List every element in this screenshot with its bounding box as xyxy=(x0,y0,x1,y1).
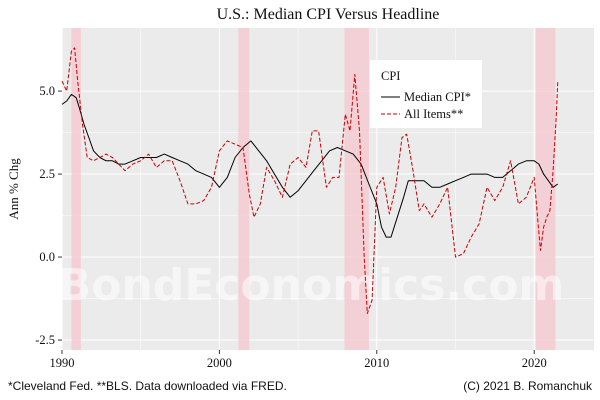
footer-copyright: (C) 2021 B. Romanchuk xyxy=(463,379,593,393)
recession-shading xyxy=(71,28,556,350)
series-line-all-items xyxy=(61,47,559,314)
plot-panel xyxy=(62,28,594,350)
legend-title: CPI xyxy=(381,69,400,83)
footer-source-note: *Cleveland Fed. **BLS. Data downloaded v… xyxy=(8,379,287,393)
y-tick-label: 2.5 xyxy=(39,167,55,181)
y-tick-label: 0.0 xyxy=(39,250,55,264)
recession-band xyxy=(535,28,556,350)
y-tick-label: 5.0 xyxy=(39,84,55,98)
series-lines xyxy=(61,47,559,314)
x-tick-label: 1990 xyxy=(50,356,75,370)
legend-box xyxy=(370,60,482,128)
recession-band xyxy=(238,28,250,350)
chart-title: U.S.: Median CPI Versus Headline xyxy=(217,6,440,23)
recession-band xyxy=(71,28,81,350)
x-tick-label: 2000 xyxy=(207,356,232,370)
legend: CPI Median CPI* All Items** xyxy=(370,60,482,128)
x-tick-label: 2020 xyxy=(522,356,547,370)
watermark: BondEconomics.com xyxy=(58,260,565,311)
x-tick-label: 2010 xyxy=(364,356,389,370)
series-line-median-cpi xyxy=(61,93,559,238)
recession-band xyxy=(344,28,369,350)
y-axis: -2.5 0.0 2.5 5.0 xyxy=(35,84,62,347)
x-axis: 1990 2000 2010 2020 xyxy=(50,350,547,370)
legend-label-median-cpi: Median CPI* xyxy=(404,90,471,104)
y-axis-label: Ann % Chg xyxy=(6,158,21,220)
y-tick-label: -2.5 xyxy=(35,333,55,347)
legend-label-all-items: All Items** xyxy=(404,107,463,121)
